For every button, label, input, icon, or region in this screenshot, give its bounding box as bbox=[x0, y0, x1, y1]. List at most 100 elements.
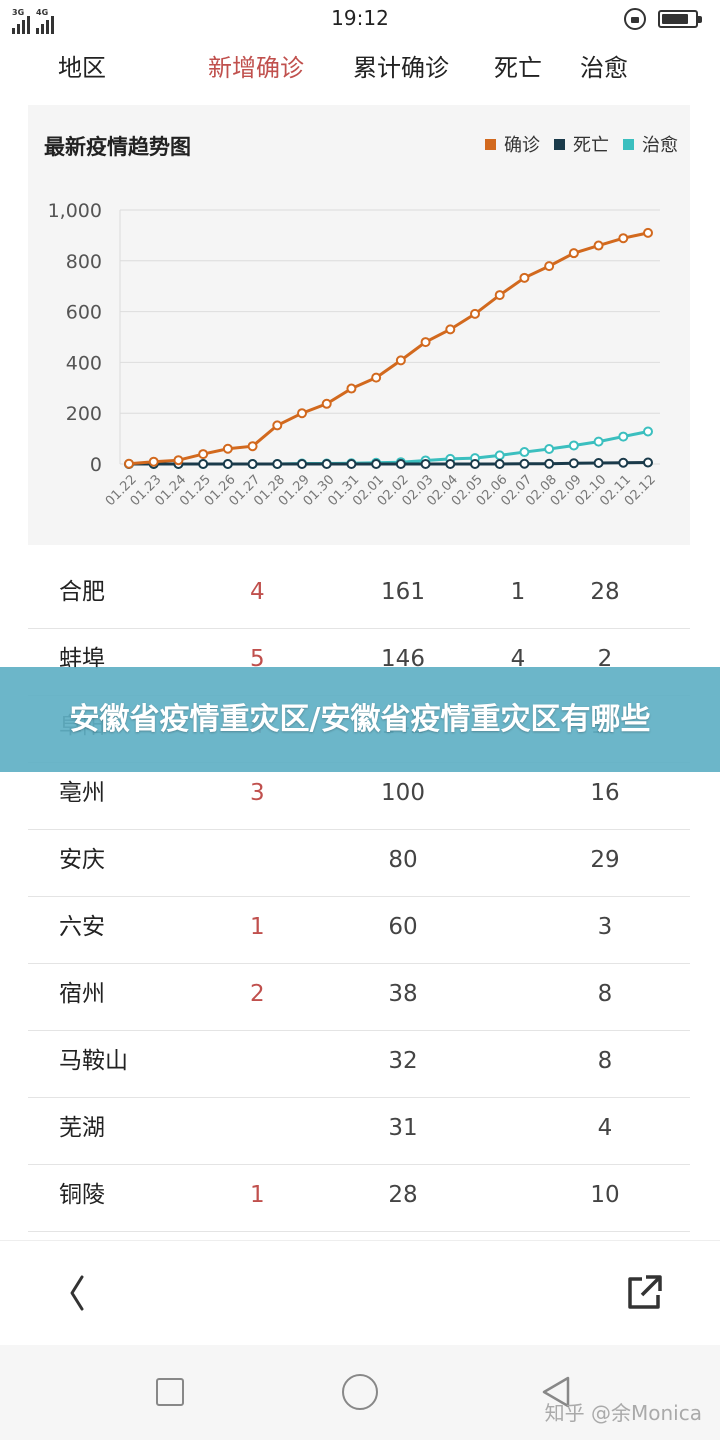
status-icons bbox=[624, 8, 702, 30]
data-point bbox=[222, 459, 233, 469]
table-row[interactable]: 六安 1 60 3 bbox=[28, 897, 690, 964]
data-point bbox=[470, 308, 480, 319]
total-cases: 100 bbox=[381, 780, 425, 806]
data-point bbox=[643, 227, 653, 238]
data-point bbox=[148, 456, 159, 467]
tab-deaths[interactable]: 死亡 bbox=[494, 54, 542, 82]
data-point bbox=[272, 459, 283, 469]
data-point bbox=[124, 458, 134, 469]
cured-count: 2 bbox=[597, 646, 613, 672]
legend-item-confirmed: 确诊 bbox=[485, 131, 540, 157]
table-row[interactable]: 芜湖 31 4 bbox=[28, 1098, 690, 1165]
data-point bbox=[593, 240, 604, 251]
data-point bbox=[198, 449, 209, 460]
table-row[interactable]: 宿州 2 38 8 bbox=[28, 964, 690, 1031]
total-cases: 80 bbox=[388, 847, 418, 873]
new-cases: 3 bbox=[250, 780, 265, 806]
tab-cured[interactable]: 治愈 bbox=[580, 54, 628, 82]
region-name: 马鞍山 bbox=[59, 1048, 128, 1074]
data-point bbox=[346, 383, 357, 394]
region-name: 芜湖 bbox=[59, 1115, 105, 1141]
cured-count: 10 bbox=[590, 1182, 620, 1208]
signal-icon: 3G bbox=[12, 8, 30, 34]
data-point bbox=[519, 458, 530, 469]
back-triangle-icon[interactable] bbox=[538, 1374, 574, 1410]
data-point bbox=[618, 431, 629, 442]
total-cases: 60 bbox=[388, 914, 418, 940]
table-row[interactable]: 马鞍山 32 8 bbox=[28, 1031, 690, 1098]
status-bar: 3G 4G 19:12 bbox=[0, 0, 720, 38]
total-cases: 32 bbox=[388, 1048, 418, 1074]
y-tick-label: 0 bbox=[90, 454, 102, 476]
region-table: 合肥4161128蚌埠514642阜阳414217亳州310016安庆8029六… bbox=[28, 562, 690, 1232]
data-point bbox=[247, 441, 258, 452]
chart-title: 最新疫情趋势图 bbox=[44, 135, 191, 159]
data-point bbox=[544, 261, 555, 272]
total-cases: 38 bbox=[388, 981, 418, 1007]
series-line bbox=[128, 231, 649, 466]
data-point bbox=[321, 459, 332, 469]
column-tabs: 地区 新增确诊 累计确诊 死亡 治愈 bbox=[0, 48, 720, 88]
data-point bbox=[445, 459, 456, 469]
region-name: 亳州 bbox=[59, 780, 105, 806]
data-point bbox=[371, 459, 382, 469]
data-point bbox=[544, 458, 555, 469]
region-name: 合肥 bbox=[59, 579, 105, 605]
data-point bbox=[568, 440, 579, 451]
new-cases: 2 bbox=[250, 981, 265, 1007]
banner-title: 安徽省疫情重灾区/安徽省疫情重灾区有哪些 bbox=[69, 701, 651, 737]
data-point bbox=[568, 248, 579, 259]
region-name: 铜陵 bbox=[59, 1182, 105, 1208]
data-point bbox=[643, 457, 653, 468]
share-external-icon[interactable] bbox=[624, 1273, 664, 1313]
data-point bbox=[198, 459, 209, 469]
network-type-1: 3G bbox=[12, 8, 25, 17]
data-point bbox=[420, 337, 431, 348]
legend-label-cured: 治愈 bbox=[642, 135, 678, 156]
rotation-lock-icon bbox=[624, 8, 646, 30]
data-point bbox=[618, 457, 629, 468]
legend-item-cured: 治愈 bbox=[623, 131, 678, 157]
data-point bbox=[272, 420, 283, 431]
data-point bbox=[395, 355, 406, 366]
tab-region[interactable]: 地区 bbox=[58, 54, 106, 82]
region-name: 六安 bbox=[59, 914, 105, 940]
table-row[interactable]: 合肥 4 161 1 28 bbox=[28, 562, 690, 629]
cured-count: 4 bbox=[597, 1115, 613, 1141]
tab-total-confirmed[interactable]: 累计确诊 bbox=[353, 54, 449, 82]
legend-item-deaths: 死亡 bbox=[554, 131, 609, 157]
tab-new-confirmed[interactable]: 新增确诊 bbox=[208, 54, 304, 82]
data-point bbox=[395, 459, 406, 469]
cured-count: 16 bbox=[590, 780, 620, 806]
data-point bbox=[519, 272, 530, 283]
y-tick-label: 400 bbox=[66, 352, 102, 374]
recent-apps-button[interactable] bbox=[156, 1378, 184, 1406]
region-name: 宿州 bbox=[59, 981, 105, 1007]
back-chevron-icon[interactable] bbox=[62, 1271, 92, 1315]
signal-icon-2: 4G bbox=[36, 8, 54, 34]
data-point bbox=[346, 459, 357, 469]
home-button[interactable] bbox=[342, 1374, 378, 1410]
data-point bbox=[618, 233, 629, 244]
table-row[interactable]: 铜陵 1 28 10 bbox=[28, 1165, 690, 1232]
data-point bbox=[593, 457, 604, 468]
data-point bbox=[544, 444, 555, 455]
cured-count: 29 bbox=[590, 847, 620, 873]
bottom-toolbar bbox=[0, 1240, 720, 1345]
data-point bbox=[470, 459, 480, 469]
trend-chart-card: 1,000 800 600 400 200 0 01.22 01.23 01.24 01.25 01… bbox=[28, 105, 690, 545]
legend-swatch-deaths bbox=[554, 138, 565, 150]
cured-count: 8 bbox=[597, 981, 613, 1007]
cured-count: 8 bbox=[597, 1048, 613, 1074]
cured-count: 28 bbox=[590, 579, 620, 605]
data-point bbox=[494, 450, 505, 461]
watermark: 知乎 @余Monica bbox=[544, 1401, 702, 1425]
y-tick-label: 600 bbox=[66, 302, 102, 324]
death-count: 1 bbox=[510, 579, 526, 605]
data-point bbox=[445, 324, 456, 335]
table-row[interactable]: 安庆 80 29 bbox=[28, 830, 690, 897]
table-row[interactable]: 亳州 3 100 16 bbox=[28, 763, 690, 830]
status-time: 19:12 bbox=[331, 6, 389, 30]
y-tick-label: 200 bbox=[66, 403, 102, 425]
signal-group: 3G 4G bbox=[12, 8, 54, 34]
